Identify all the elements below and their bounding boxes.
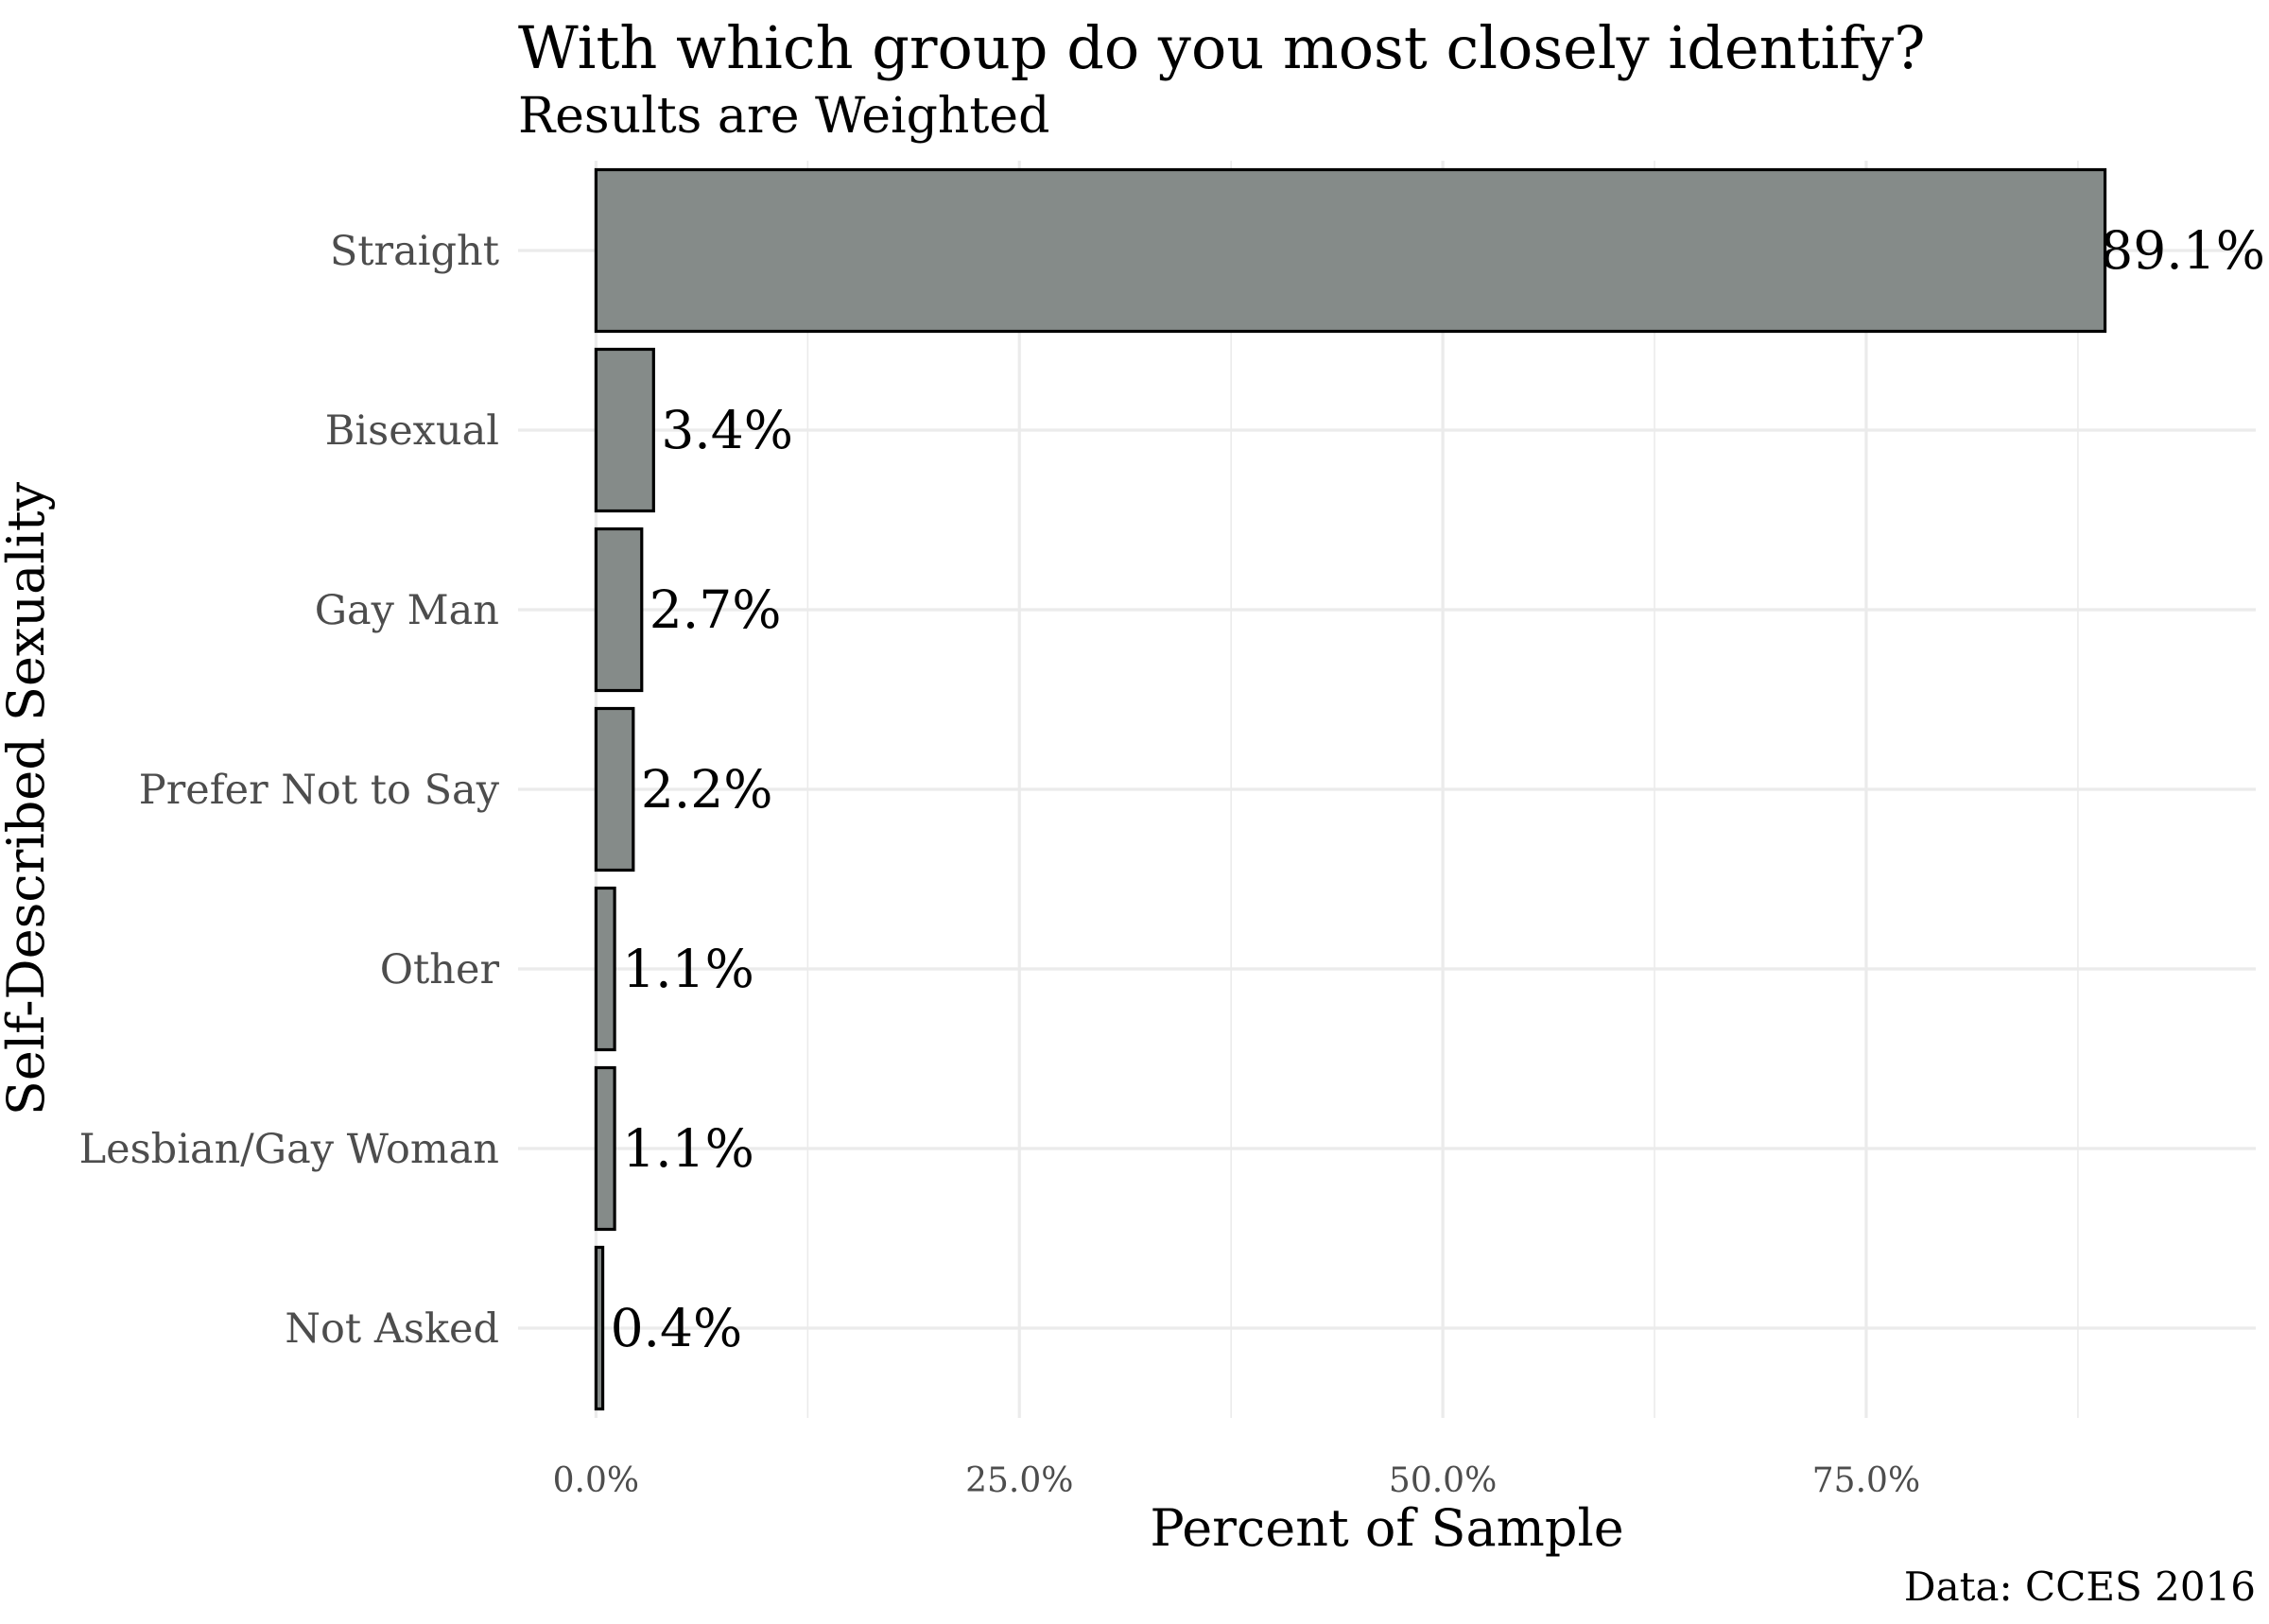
- grid: [518, 161, 2256, 1418]
- data-label: 0.4%: [611, 1298, 743, 1358]
- category-label: Prefer Not to Say: [139, 767, 500, 814]
- bar-lesbian-gay-woman: [594, 1065, 616, 1232]
- x-tick-label: 0.0%: [553, 1461, 639, 1500]
- bar-bisexual: [594, 347, 655, 513]
- x-tick-label: 75.0%: [1812, 1461, 1920, 1500]
- bar-not-asked: [594, 1245, 605, 1411]
- data-label: 89.1%: [2100, 220, 2265, 281]
- x-axis-title: Percent of Sample: [1150, 1498, 1623, 1558]
- chart-title: With which group do you most closely ide…: [518, 13, 1926, 82]
- data-label: 2.2%: [641, 759, 773, 820]
- bar-straight: [594, 167, 2107, 334]
- category-labels: Straight Bisexual Gay Man Prefer Not to Say…: [79, 228, 500, 1353]
- category-label: Bisexual: [325, 407, 499, 455]
- chart-caption: Data: CCES 2016: [1904, 1564, 2256, 1610]
- data-label: 3.4%: [661, 400, 793, 460]
- category-label: Not Asked: [285, 1305, 499, 1353]
- chart-subtitle: Results are Weighted: [518, 88, 1049, 145]
- data-label: 1.1%: [622, 939, 754, 999]
- x-tick-label: 25.0%: [965, 1461, 1073, 1500]
- bar-prefer-not-to-say: [594, 706, 635, 872]
- y-axis-title: Self-Described Sexuality: [0, 481, 56, 1115]
- x-tick-label: 50.0%: [1389, 1461, 1497, 1500]
- category-label: Other: [380, 946, 500, 993]
- bar-other: [594, 886, 616, 1052]
- x-tick-labels: 0.0% 25.0% 50.0% 75.0%: [553, 1461, 1920, 1500]
- data-label: 1.1%: [622, 1118, 754, 1179]
- data-label: 2.7%: [650, 579, 782, 640]
- data-labels: 89.1% 3.4% 2.7% 2.2% 1.1% 1.1% 0.4%: [611, 220, 2265, 1358]
- bar-gay-man: [594, 527, 644, 693]
- bars: [594, 167, 2107, 1411]
- category-label: Lesbian/Gay Woman: [79, 1126, 499, 1173]
- category-label: Gay Man: [315, 587, 499, 634]
- category-label: Straight: [330, 228, 499, 275]
